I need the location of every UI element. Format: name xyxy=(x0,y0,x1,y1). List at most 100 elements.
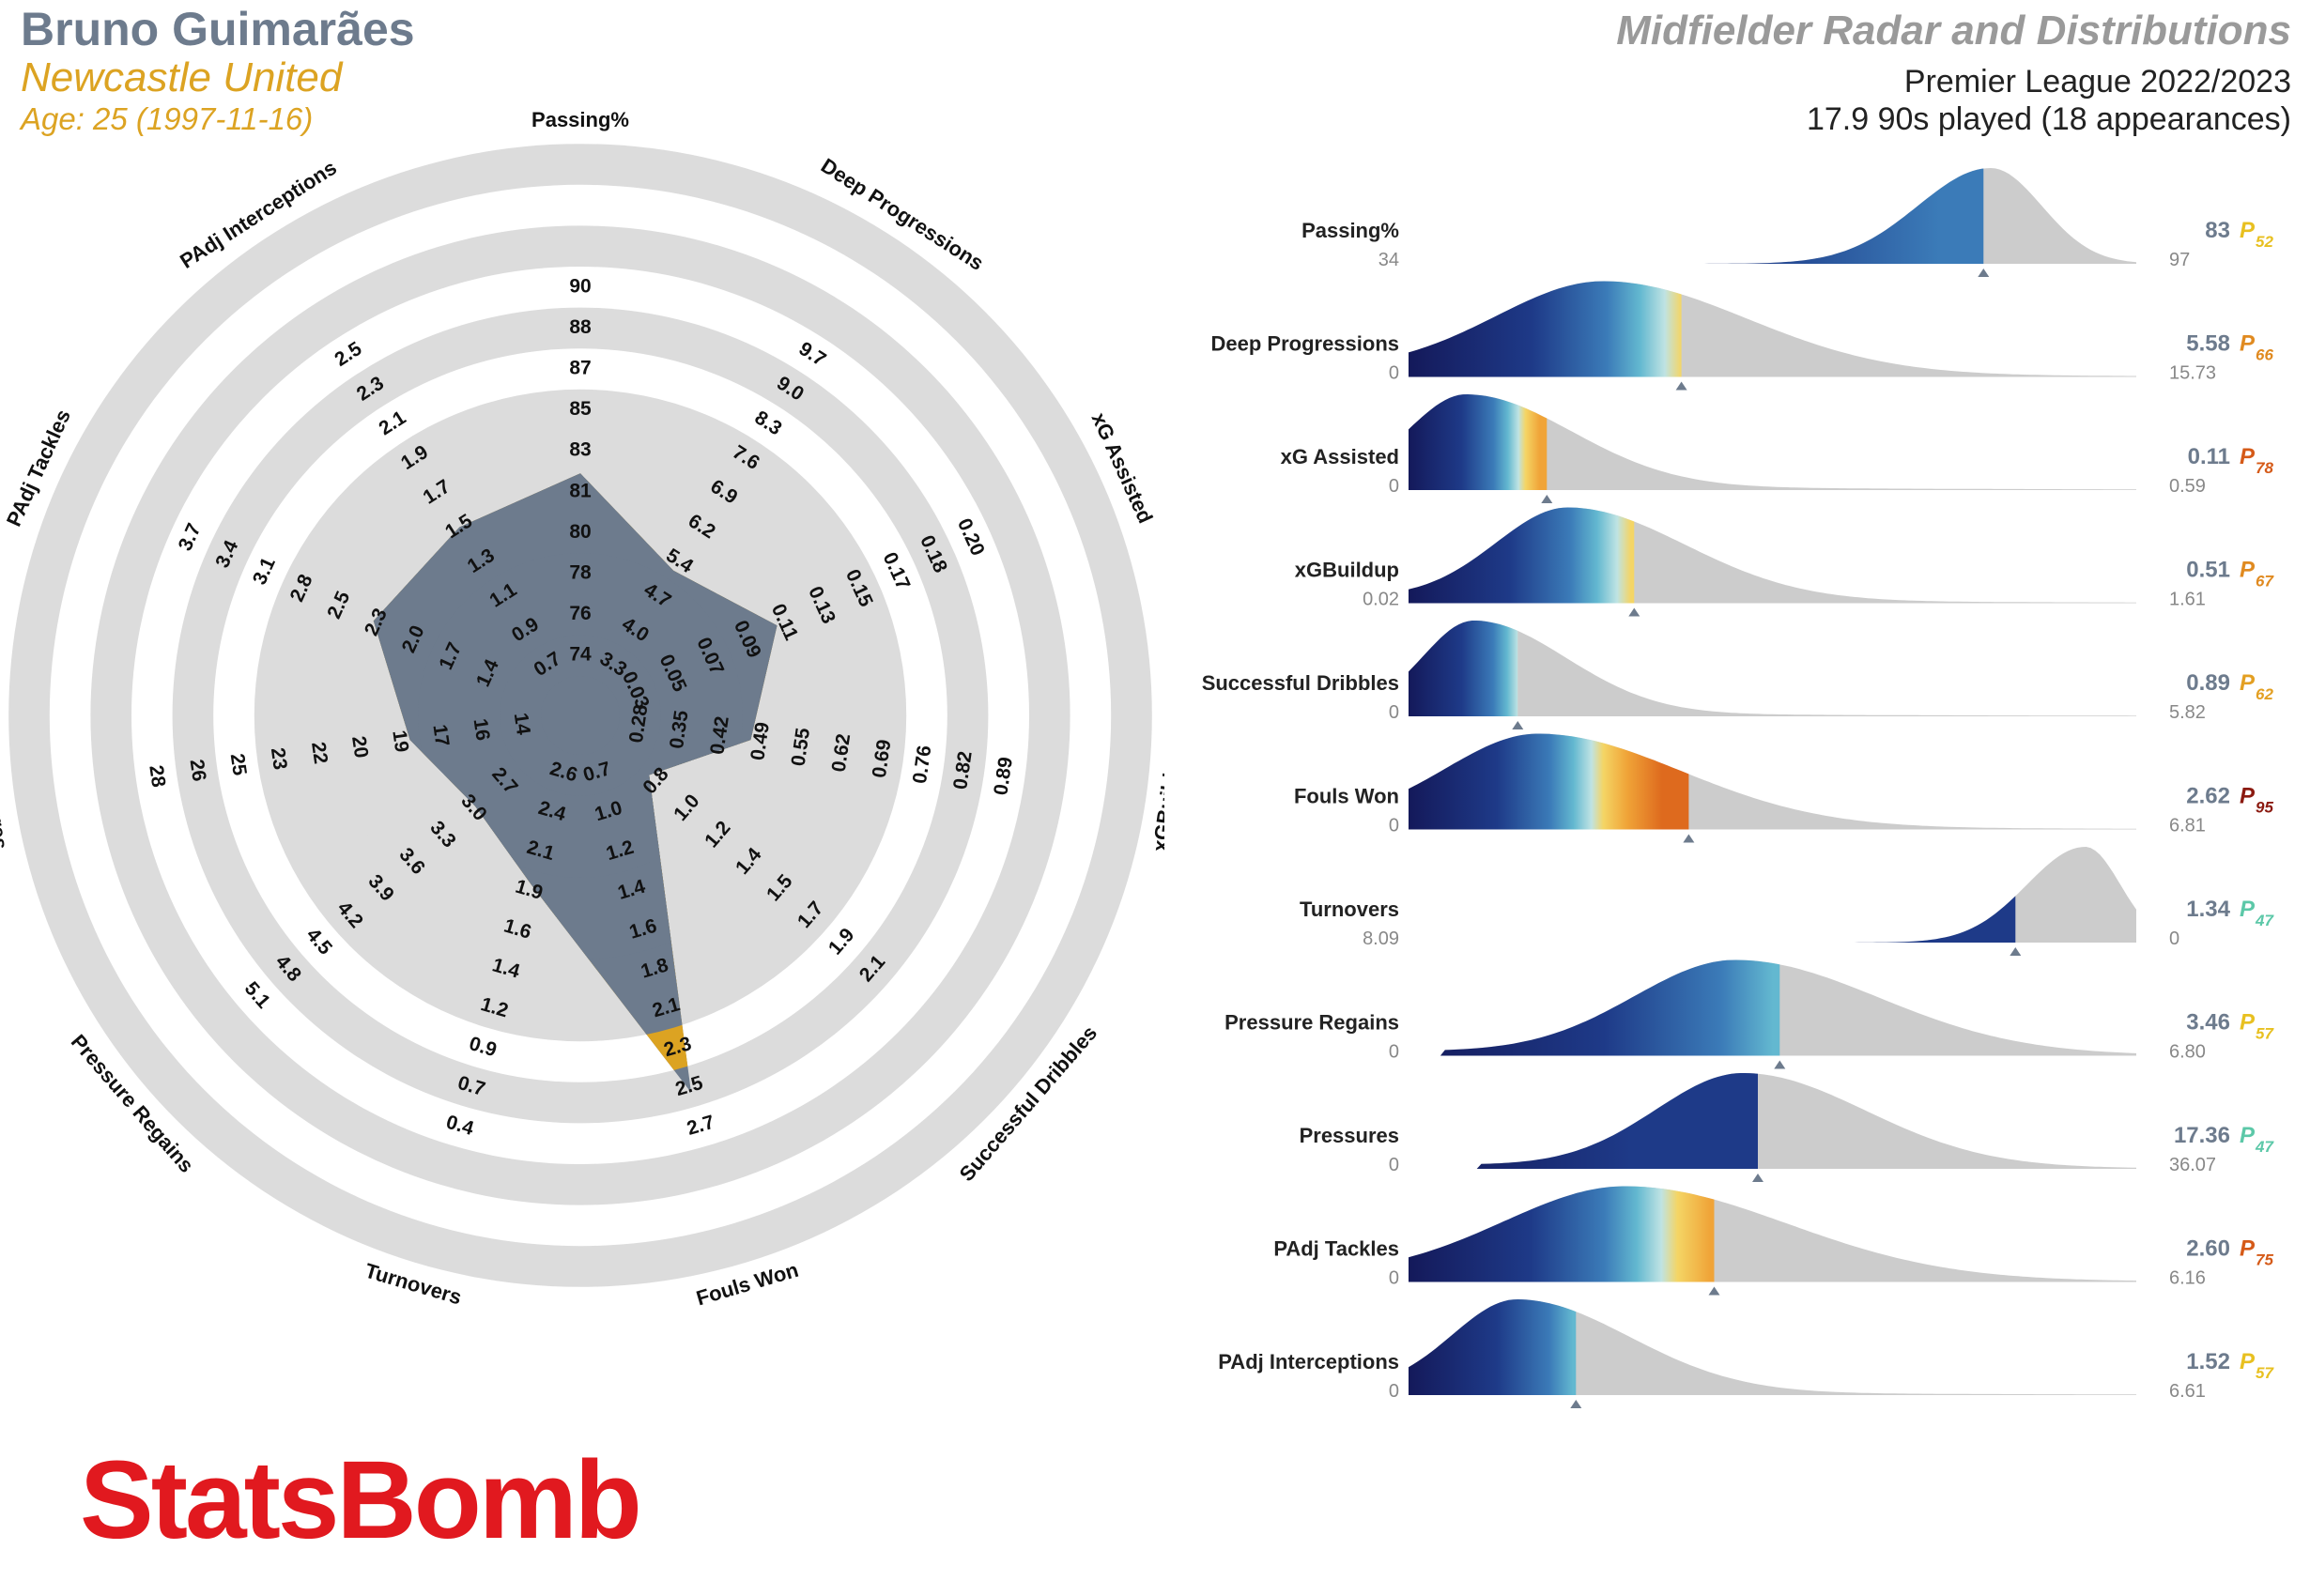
metric-max: 6.81 xyxy=(2169,816,2206,836)
distribution-highlight xyxy=(1700,896,2016,943)
distribution-row: xG Assisted 0 0.59 0.11 P 78 xyxy=(1281,394,2273,503)
metric-max: 1.61 xyxy=(2169,590,2206,610)
competition-label: Premier League 2022/2023 xyxy=(1903,64,2291,100)
radar-tick-label: 17 xyxy=(428,723,453,747)
value-marker xyxy=(1683,834,1695,843)
radar-axis-label: Passing% xyxy=(531,108,629,131)
distribution-row: PAdj Interceptions 0 6.61 1.52 P 57 xyxy=(1218,1299,2274,1408)
radar-tick-label: 26 xyxy=(185,758,209,782)
radar-tick-label: 90 xyxy=(569,275,591,297)
percentile-value: 67 xyxy=(2256,573,2274,591)
radar-tick-label: 20 xyxy=(347,735,372,760)
value-marker xyxy=(1570,1400,1582,1408)
metric-min: 0 xyxy=(1389,702,1399,723)
metric-max: 0 xyxy=(2169,928,2179,949)
percentile-value: 47 xyxy=(2255,1138,2274,1156)
distribution-row: xGBuildup 0.02 1.61 0.51 P 67 xyxy=(1295,507,2274,617)
distribution-highlight xyxy=(1409,507,1635,604)
player-age: Age: 25 (1997-11-16) xyxy=(21,101,314,136)
distribution-highlight xyxy=(1409,1073,1758,1169)
metric-value: 83 xyxy=(2205,218,2230,243)
metric-label: Passing% xyxy=(1301,219,1399,242)
percentile-value: 95 xyxy=(2256,799,2273,817)
percentile-letter: P xyxy=(2240,218,2256,243)
radar-tick-label: 19 xyxy=(388,729,412,753)
metric-label: PAdj Tackles xyxy=(1273,1237,1399,1261)
radar-tick-label: 78 xyxy=(569,562,592,584)
percentile-letter: P xyxy=(2240,331,2256,357)
value-marker xyxy=(1774,1060,1786,1069)
distribution-curve xyxy=(1409,394,2136,490)
distribution-curve xyxy=(1409,847,2136,943)
value-marker xyxy=(1708,1286,1720,1296)
metric-value: 1.34 xyxy=(2186,897,2230,922)
metric-min: 0.02 xyxy=(1363,590,1399,610)
distribution-row: Passing% 34 97 83 P 52 xyxy=(1301,168,2273,277)
distribution-row: Turnovers 8.09 0 1.34 P 47 xyxy=(1300,847,2274,956)
metric-min: 0 xyxy=(1389,1042,1399,1063)
percentile-letter: P xyxy=(2240,1123,2256,1148)
metric-value: 0.11 xyxy=(2188,444,2230,469)
value-marker xyxy=(1752,1174,1763,1182)
metric-max: 6.16 xyxy=(2169,1268,2206,1289)
percentile-value: 75 xyxy=(2256,1251,2273,1269)
metric-value: 3.46 xyxy=(2186,1010,2230,1036)
metric-max: 97 xyxy=(2169,250,2190,270)
metric-label: PAdj Interceptions xyxy=(1218,1350,1399,1373)
percentile-letter: P xyxy=(2240,1236,2256,1262)
radar-tick-label: 16 xyxy=(470,717,494,742)
radar-tick-label: 74 xyxy=(569,644,592,666)
percentile-value: 57 xyxy=(2256,1364,2274,1382)
radar-tick-label: 80 xyxy=(569,521,591,543)
player-name: Bruno Guimarães xyxy=(21,3,415,55)
radar-tick-label: 76 xyxy=(569,603,591,624)
metric-value: 1.52 xyxy=(2186,1349,2230,1374)
distribution-curve xyxy=(1409,1073,2136,1169)
value-marker xyxy=(2010,947,2022,956)
percentile-letter: P xyxy=(2240,1349,2256,1374)
radar-tick-label: 87 xyxy=(569,358,591,379)
metric-min: 34 xyxy=(1378,250,1399,270)
radar-tick-label: 81 xyxy=(569,480,592,501)
metric-value: 2.62 xyxy=(2186,784,2230,809)
metric-label: Deep Progressions xyxy=(1210,332,1399,356)
radar-tick-label: 83 xyxy=(569,439,591,461)
percentile-letter: P xyxy=(2240,784,2256,809)
distribution-row: Fouls Won 0 6.81 2.62 P 95 xyxy=(1294,733,2273,843)
radar-center xyxy=(541,676,620,755)
distribution-highlight xyxy=(1409,1186,1715,1282)
radar-tick-label: 25 xyxy=(226,752,251,777)
metric-min: 0 xyxy=(1389,816,1399,836)
metric-label: Pressures xyxy=(1300,1124,1399,1147)
metric-min: 0 xyxy=(1389,1268,1399,1289)
metric-label: Pressure Regains xyxy=(1224,1011,1399,1035)
distribution-highlight xyxy=(1409,281,1682,377)
distribution-highlight xyxy=(1409,621,1518,716)
metric-min: 0 xyxy=(1389,363,1399,384)
metric-min: 8.09 xyxy=(1363,928,1399,949)
radar-tick-label: 22 xyxy=(307,741,331,765)
chart-title: Midfielder Radar and Distributions xyxy=(1616,8,2291,54)
distribution-curve xyxy=(1409,621,2136,716)
metric-min: 0 xyxy=(1389,1381,1399,1402)
value-marker xyxy=(1675,381,1687,391)
value-marker xyxy=(1512,721,1524,729)
minutes-played: 17.9 90s played (18 appearances) xyxy=(1806,101,2291,137)
percentile-letter: P xyxy=(2240,670,2256,696)
metric-max: 6.61 xyxy=(2169,1381,2206,1402)
metric-max: 5.82 xyxy=(2169,702,2206,723)
metric-min: 0 xyxy=(1389,476,1399,497)
metric-max: 15.73 xyxy=(2169,363,2216,384)
team-name: Newcastle United xyxy=(21,54,343,100)
metric-max: 36.07 xyxy=(2169,1155,2216,1175)
distribution-row: Deep Progressions 0 15.73 5.58 P 66 xyxy=(1210,281,2273,391)
value-marker xyxy=(1978,269,1990,277)
radar-chart: 74767880818385878890Passing%3.34.04.75.4… xyxy=(0,108,1164,1310)
distribution-row: Pressure Regains 0 6.80 3.46 P 57 xyxy=(1224,959,2274,1069)
metric-value: 5.58 xyxy=(2186,331,2230,357)
percentile-letter: P xyxy=(2240,1010,2256,1036)
radar-tick-label: 28 xyxy=(145,764,169,790)
percentile-letter: P xyxy=(2240,444,2256,469)
metric-value: 0.89 xyxy=(2186,670,2230,696)
metric-max: 6.80 xyxy=(2169,1042,2206,1063)
